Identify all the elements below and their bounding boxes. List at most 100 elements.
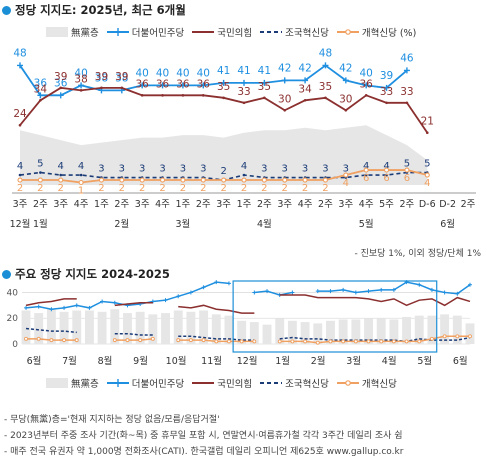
reform-point (119, 177, 125, 183)
ppp-point (385, 101, 388, 105)
reform-point (391, 339, 396, 344)
x-month-label: 5월 (359, 218, 374, 230)
ppp-point (263, 96, 266, 100)
x-week-label: 1주 (94, 199, 109, 210)
democratic-point (78, 82, 85, 89)
chart1-title: 정당 지지도: 2025년, 최근 6개월 (2, 2, 186, 18)
rebuilding-data-label: 3 (119, 164, 125, 175)
nonpartisan-bar (237, 320, 247, 344)
democratic-point (176, 294, 181, 299)
nonpartisan-bar (110, 309, 120, 344)
reform-point (62, 338, 67, 343)
democratic-point (139, 82, 146, 89)
rebuilding-point (364, 173, 368, 177)
nonpartisan-bar (351, 319, 361, 344)
ppp-data-label: 33 (400, 86, 413, 98)
democratic-point (163, 298, 168, 303)
democratic-data-label: 40 (197, 67, 210, 79)
footnote-2: - 2023년부터 주중 조사 기간(화~목) 중 휴무일 포함 시, 연말연시… (4, 431, 403, 441)
reform-point (241, 177, 247, 183)
x-month-label: 11월 (201, 355, 222, 367)
reform-data-label: 2 (17, 183, 23, 194)
highlight-box (232, 280, 438, 353)
rebuilding-point (39, 171, 42, 174)
reform-point (24, 336, 28, 341)
democratic-point (49, 307, 54, 312)
reform-point (227, 339, 231, 344)
democratic-point (100, 299, 105, 304)
democratic-point (302, 77, 309, 84)
democratic-data-label: 40 (74, 67, 87, 79)
rebuilding-data-label: 3 (200, 164, 206, 175)
democratic-point (455, 291, 460, 296)
x-week-label: D-6 (419, 199, 436, 210)
x-week-label: 3주 (277, 199, 292, 210)
reform-point (239, 339, 244, 344)
democratic-series-line (25, 281, 471, 310)
reform-point (417, 339, 422, 344)
rebuilding-data-label: 3 (343, 164, 349, 175)
nonpartisan-bar (402, 316, 412, 344)
ppp-point (283, 108, 287, 112)
democratic-point (417, 282, 422, 287)
reform-point (78, 179, 84, 186)
rebuilding-data-label: 3 (98, 164, 104, 175)
reform-point (125, 338, 130, 343)
nonpartisan-bar (186, 311, 196, 344)
ppp-data-label: 39 (54, 71, 67, 83)
nonpartisan-swatch-icon (46, 27, 68, 37)
ppp-data-label: 36 (176, 78, 190, 90)
democratic-point (265, 289, 270, 294)
reform-point (201, 338, 206, 343)
democratic-data-label: 41 (258, 65, 271, 77)
x-week-label: 4주 (298, 199, 313, 210)
legend-ppp: 국민의힘 (192, 25, 252, 39)
reform-point (112, 338, 117, 343)
nonpartisan-bar (123, 313, 132, 344)
legend2-rebuilding: 조국혁신당 (260, 376, 329, 390)
democratic-point (24, 305, 28, 310)
reform-data-label: 2 (302, 183, 308, 194)
reform-data-label: 2 (58, 183, 64, 194)
x-week-label: 4주 (74, 199, 89, 210)
reform-point (424, 172, 430, 178)
reform-point (214, 339, 219, 344)
footnote-3: - 매주 전국 유권자 약 1,000명 전화조사(CATI). 한국갤럽 데일… (4, 447, 404, 457)
rebuilding-data-label: 3 (261, 164, 267, 175)
reform-point (343, 172, 349, 178)
rebuilding-point (18, 173, 22, 177)
legend-nonpartisan: 無黨층 (46, 25, 99, 39)
ppp-point (242, 101, 246, 105)
democratic-series-line (19, 64, 408, 97)
rebuilding-data-label: 3 (180, 164, 186, 175)
reform-point (176, 338, 181, 343)
reform-point (261, 177, 267, 183)
democratic-point (159, 82, 166, 89)
x-month-label: 8월 (98, 355, 113, 367)
rebuilding-data-label: 3 (282, 164, 288, 175)
ppp-data-label: 24 (13, 108, 27, 120)
rebuilding-data-label: 4 (363, 161, 369, 172)
x-month-label: 5월 (417, 355, 432, 367)
rebuilding-data-label: 5 (404, 159, 410, 170)
democratic-point (37, 92, 44, 99)
democratic-point (429, 287, 434, 292)
x-month-label: 1월 (33, 218, 48, 230)
nonpartisan-bar (262, 324, 272, 344)
reform-point (290, 339, 295, 344)
nonpartisan-bar (414, 315, 424, 344)
reform-swatch-icon (336, 380, 359, 386)
democratic-point (62, 305, 67, 310)
democratic-data-label: 41 (237, 65, 250, 77)
democratic-data-label: 39 (380, 70, 393, 82)
democratic-point (220, 79, 227, 86)
nonpartisan-bar (300, 322, 310, 344)
democratic-data-label: 46 (400, 52, 414, 64)
rebuilding-point (385, 173, 388, 177)
nonpartisan-area (20, 125, 428, 185)
legend2-reform: 개혁신당 (336, 376, 397, 390)
reform-data-label: 2 (241, 183, 247, 194)
chart2-plot: 0 20 40 6월 7월 8월 9월 10월 11월 12월 1월 2월 3월 4월 5월 6월 (7, 280, 475, 367)
reform-point (322, 177, 329, 183)
democratic-point (261, 79, 268, 86)
